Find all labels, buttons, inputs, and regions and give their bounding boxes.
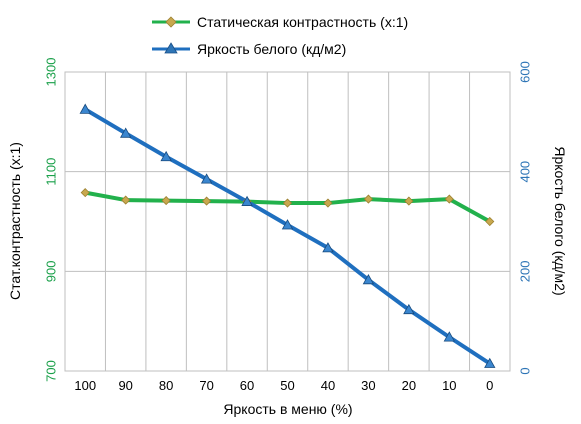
plot-area — [64, 71, 511, 372]
contrast-point — [323, 198, 333, 208]
x-tick-label: 50 — [280, 378, 294, 393]
x-axis-title: Яркость в меню (%) — [223, 401, 352, 417]
x-tick-label: 30 — [361, 378, 375, 393]
contrast-point — [363, 194, 373, 204]
brightness-point — [281, 219, 294, 230]
x-axis-ticks: 100 90 80 70 60 50 40 30 20 10 0 — [74, 378, 493, 393]
legend-label-brightness: Яркость белого (кд/м2) — [197, 41, 346, 57]
left-tick-label: 1300 — [43, 58, 58, 87]
x-tick-label: 100 — [74, 378, 96, 393]
x-tick-label: 80 — [159, 378, 173, 393]
x-tick-label: 10 — [442, 378, 456, 393]
contrast-point — [121, 195, 131, 205]
left-tick-label: 700 — [43, 360, 58, 382]
x-tick-label: 20 — [402, 378, 416, 393]
legend-marker-brightness — [164, 42, 178, 54]
left-tick-label: 900 — [43, 260, 58, 282]
brightness-point — [443, 331, 455, 342]
x-tick-label: 40 — [321, 378, 335, 393]
right-tick-label: 600 — [517, 61, 532, 83]
legend-label-contrast: Статическая контрастность (x:1) — [197, 14, 408, 30]
brightness-point — [484, 357, 496, 368]
brightness-point — [403, 303, 415, 315]
y-left-axis-title: Стат.контрастность (x:1) — [7, 142, 23, 300]
brightness-point — [362, 273, 375, 285]
brightness-point — [160, 150, 172, 162]
legend-item-contrast: Статическая контрастность (x:1) — [152, 14, 408, 30]
brightness-point — [241, 195, 253, 206]
legend-marker-contrast — [165, 16, 177, 28]
right-tick-label: 400 — [517, 161, 532, 183]
right-tick-label: 200 — [517, 260, 532, 282]
left-tick-label: 1100 — [43, 158, 58, 186]
contrast-point — [444, 194, 454, 204]
x-tick-label: 70 — [199, 378, 213, 393]
contrast-point — [282, 198, 293, 208]
legend: Статическая контрастность (x:1) Яркость … — [152, 14, 408, 57]
contrast-point — [80, 188, 90, 198]
x-tick-label: 90 — [118, 378, 132, 393]
contrast-point — [485, 216, 495, 227]
brightness-point — [200, 173, 213, 184]
contrast-point — [161, 196, 171, 206]
contrast-point — [404, 196, 414, 206]
legend-item-brightness: Яркость белого (кд/м2) — [152, 41, 346, 57]
left-axis-ticks: 700 900 1100 1300 — [43, 58, 58, 382]
x-tick-label: 0 — [486, 378, 493, 393]
brightness-point — [322, 242, 334, 253]
y-right-axis-title: Яркость белого (кд/м2) — [552, 146, 568, 295]
contrast-point — [202, 196, 212, 206]
right-tick-label: 0 — [517, 367, 532, 374]
x-tick-label: 60 — [240, 378, 254, 393]
series-layer — [79, 103, 496, 368]
brightness-point — [79, 103, 91, 114]
right-axis-ticks: 0 200 400 600 — [517, 61, 532, 374]
brightness-point — [120, 127, 132, 138]
